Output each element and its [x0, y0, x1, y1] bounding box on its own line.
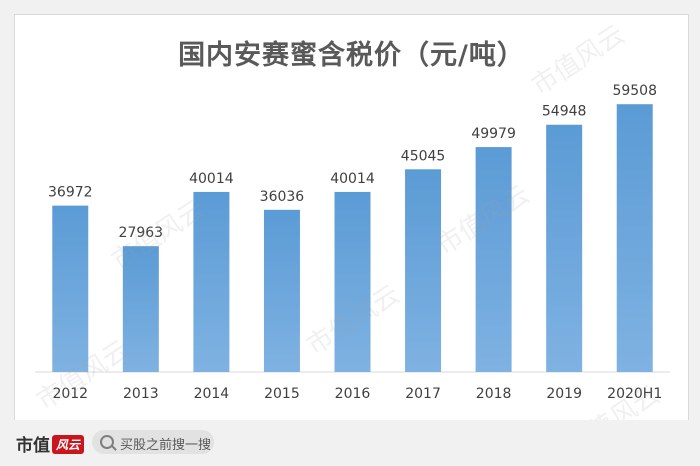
brand-name: 市值 [16, 436, 50, 456]
chart-title: 国内安赛蜜含税价（元/吨） [178, 40, 525, 71]
data-label-2020H1: 59508 [612, 83, 657, 99]
bar-chart: 36972 2012 27963 2013 40014 2014 36036 2015 4001… [35, 83, 670, 402]
data-label-2017: 45045 [401, 148, 446, 164]
x-tick-label-2012: 2012 [52, 386, 88, 402]
x-tick-label-2020H1: 2020H1 [607, 386, 662, 402]
x-tick-label-2016: 2016 [335, 386, 371, 402]
bar-2016 [334, 191, 371, 372]
bar-2017 [405, 169, 442, 372]
data-label-2019: 54948 [542, 104, 587, 120]
footer-bar: 市值 风云 买股之前搜一搜 [0, 420, 700, 466]
bar-2018 [475, 147, 512, 372]
x-tick-label-2018: 2018 [476, 386, 512, 402]
bar-2015 [263, 209, 300, 372]
data-label-2014: 40014 [189, 171, 234, 187]
data-label-2012: 36972 [48, 185, 93, 201]
x-tick-label-2017: 2017 [405, 386, 441, 402]
search-icon [100, 435, 114, 449]
data-label-2013: 27963 [119, 225, 164, 241]
search-button[interactable]: 买股之前搜一搜 [92, 430, 214, 454]
x-tick-label-2019: 2019 [546, 386, 582, 402]
x-tick-label-2015: 2015 [264, 386, 300, 402]
x-tick-label-2014: 2014 [194, 386, 230, 402]
data-label-2015: 36036 [260, 189, 305, 205]
bar-2014 [193, 191, 230, 372]
bar-2020H1 [616, 104, 653, 373]
bar-2019 [546, 124, 583, 372]
brand-badge: 风云 [52, 435, 85, 454]
chart-card: 国内安赛蜜含税价（元/吨） 36972 2012 27963 2013 40014 201… [14, 14, 689, 422]
search-label: 买股之前搜一搜 [120, 438, 212, 453]
data-label-2018: 49979 [471, 126, 516, 142]
data-label-2016: 40014 [330, 171, 375, 187]
brand-logo[interactable]: 市值 风云 [16, 431, 85, 456]
x-tick-label-2013: 2013 [123, 386, 159, 402]
bar-2013 [122, 246, 159, 372]
bar-2012 [52, 205, 89, 372]
